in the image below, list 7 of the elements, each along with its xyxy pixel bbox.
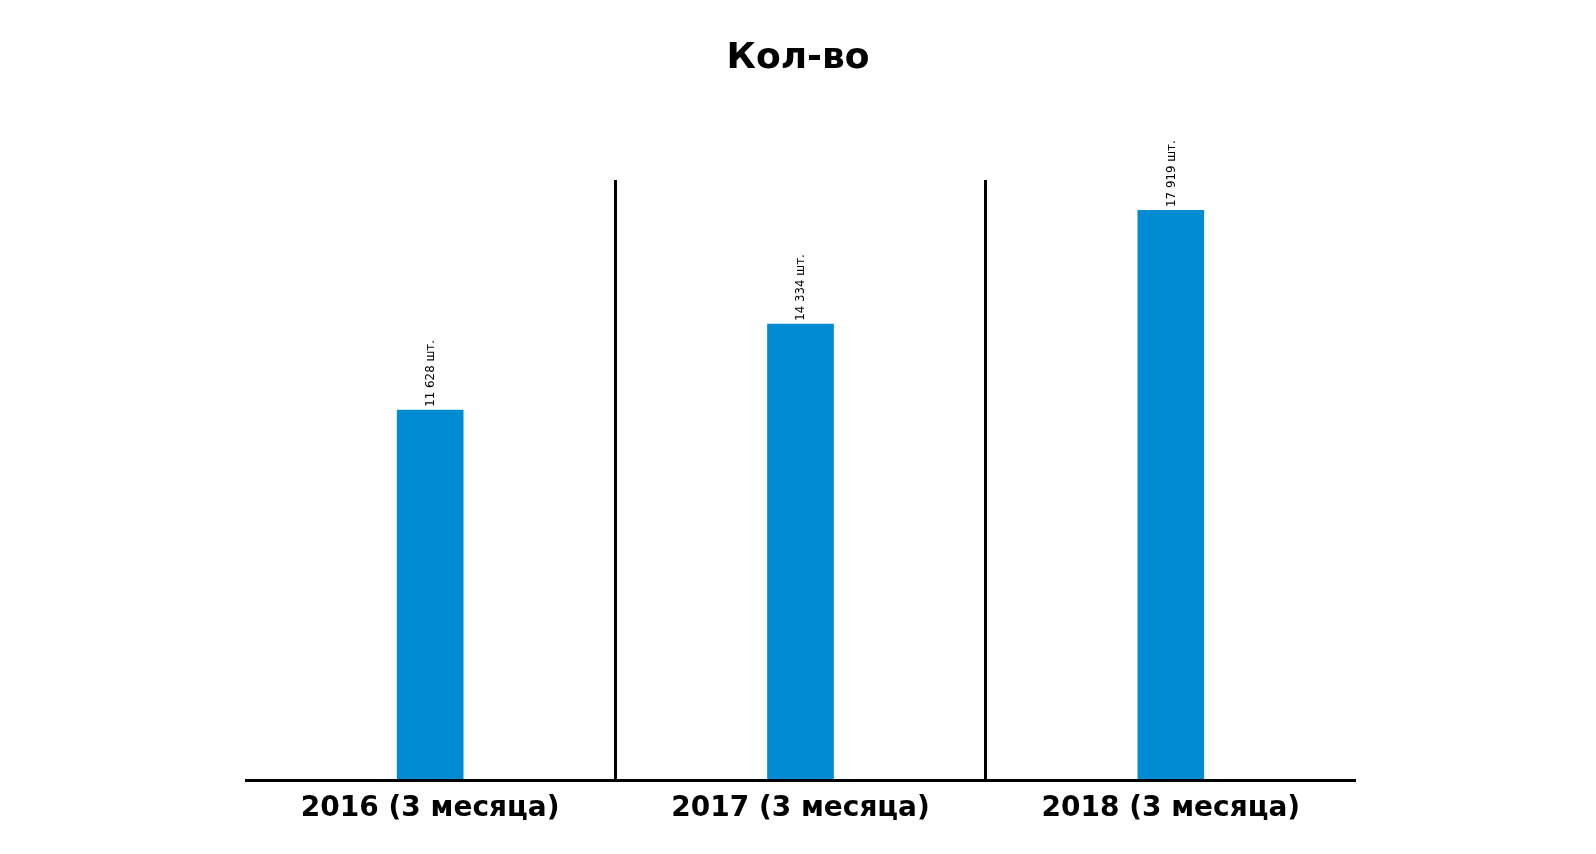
data-label: 11 628 шт. xyxy=(423,340,438,407)
data-label: 14 334 шт. xyxy=(793,254,808,321)
data-label: 17 919 шт. xyxy=(1163,140,1178,207)
chart-title: Кол-во xyxy=(726,34,870,76)
x-tick-label: 2017 (3 месяца) xyxy=(671,789,930,823)
x-tick-label: 2018 (3 месяца) xyxy=(1041,789,1301,823)
x-tick-label: 2016 (3 месяца) xyxy=(300,789,560,823)
